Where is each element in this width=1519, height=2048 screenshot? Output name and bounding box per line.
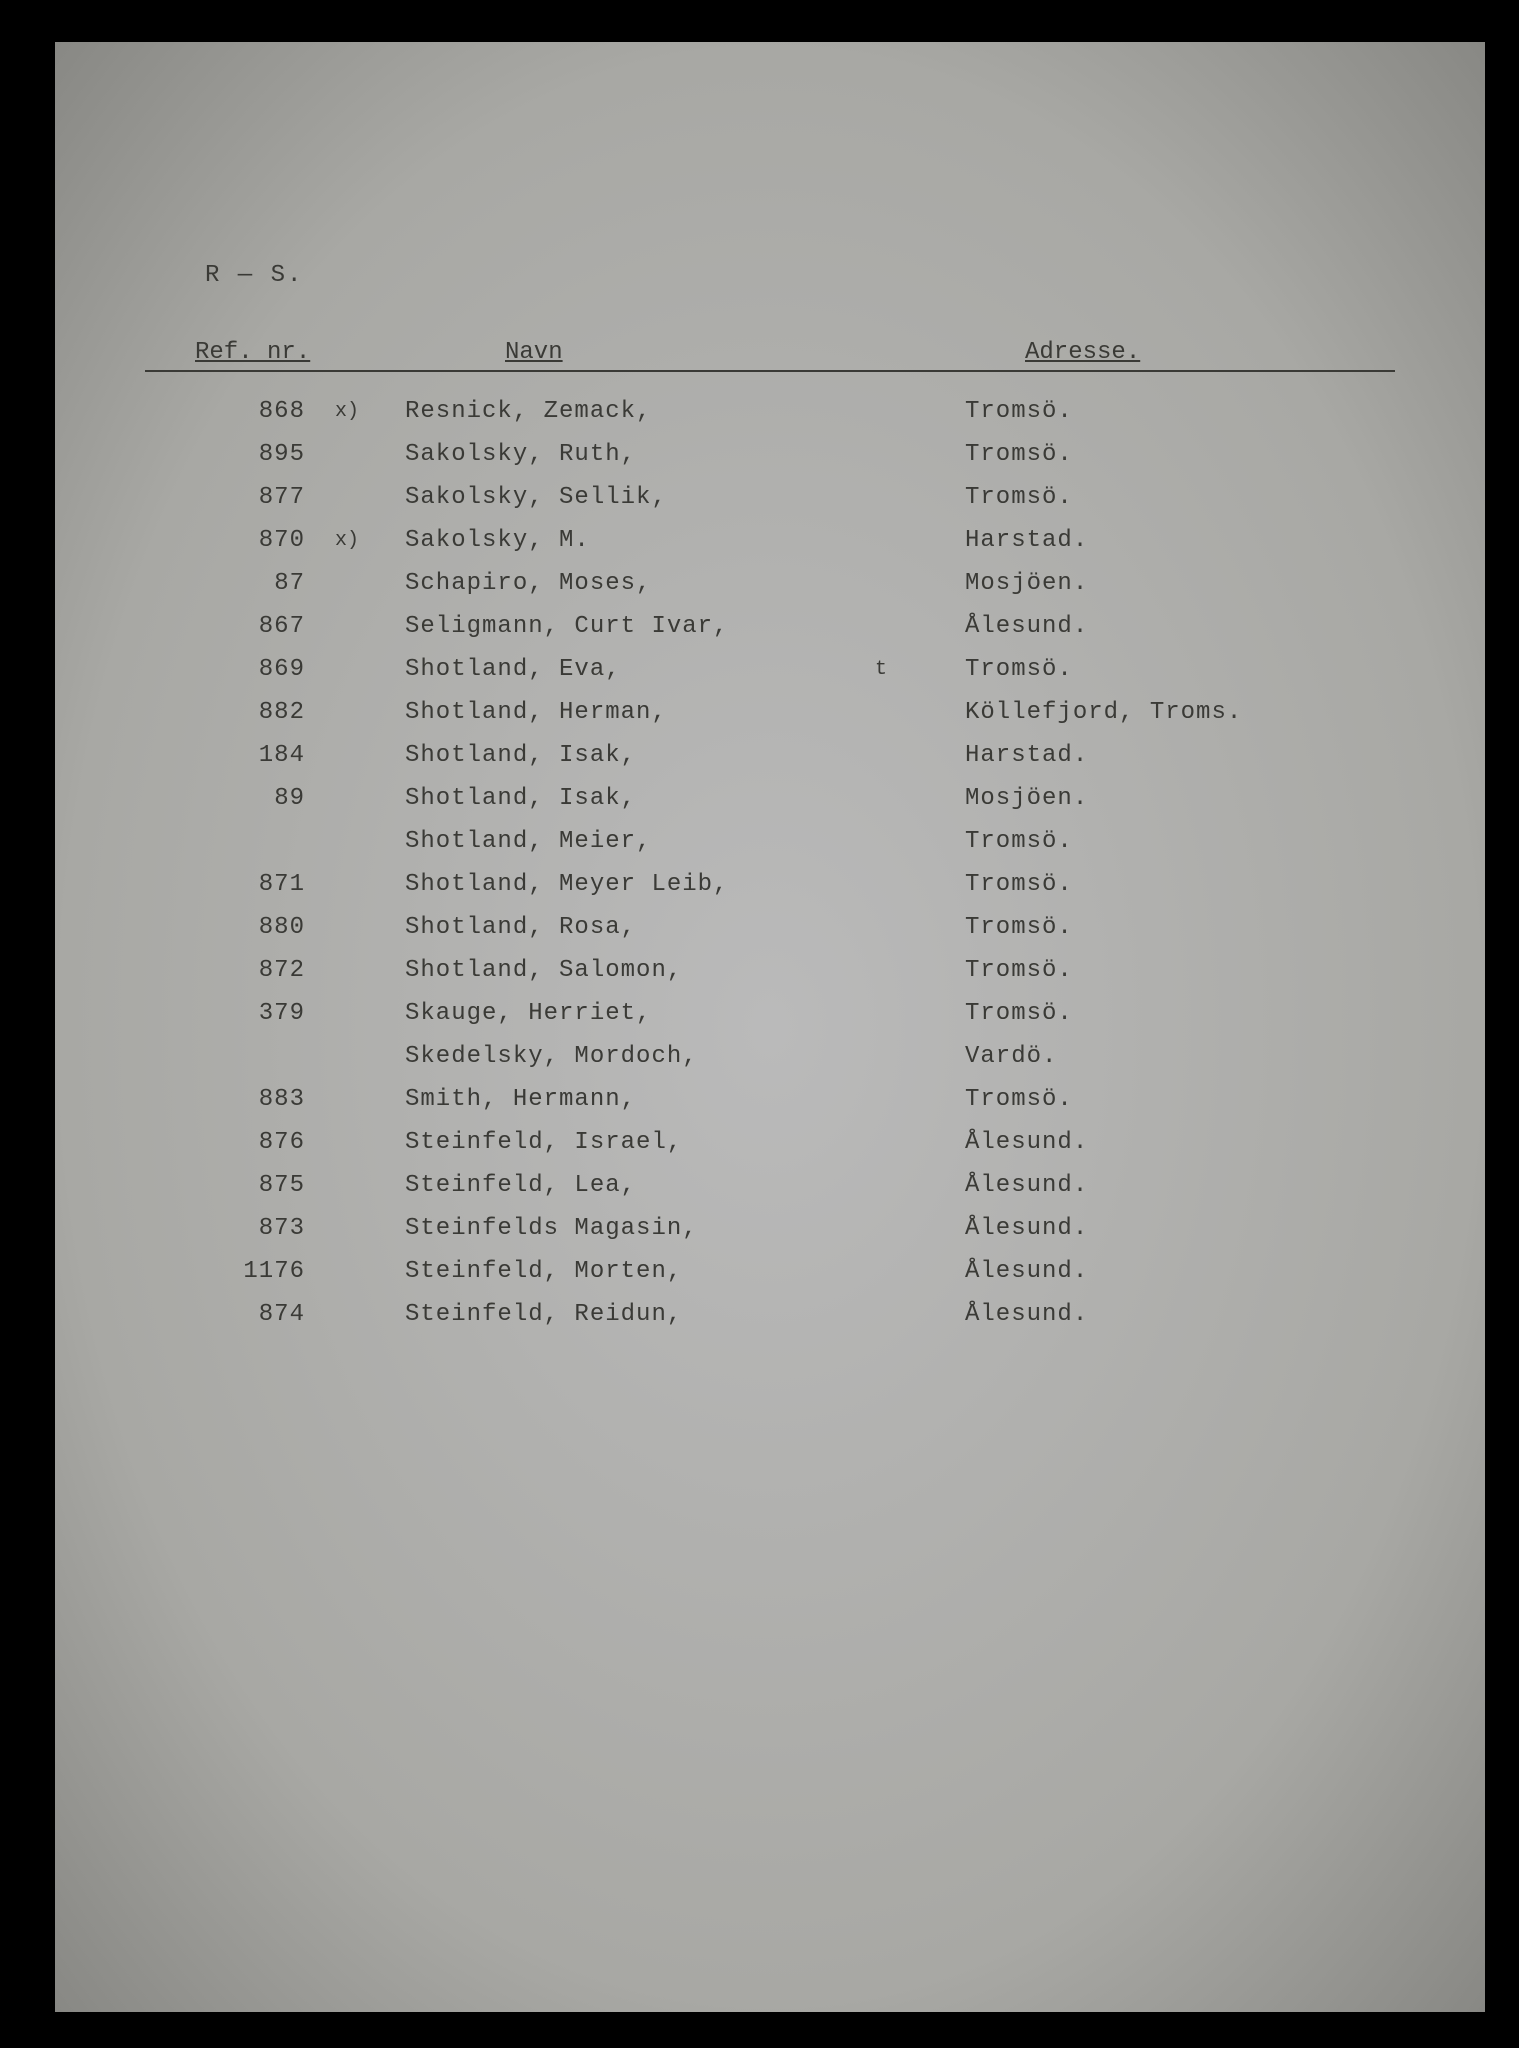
- cell-ref: 1176: [145, 1258, 335, 1285]
- cell-adresse: Harstad.: [905, 742, 1395, 769]
- cell-premark: t: [875, 658, 905, 681]
- cell-ref: 89: [145, 785, 335, 812]
- cell-navn: Shotland, Salomon,: [395, 957, 905, 984]
- table-row: Shotland, Meier,Tromsö.: [145, 820, 1395, 863]
- cell-adresse: Ålesund.: [905, 613, 1395, 640]
- column-header-ref: Ref. nr.: [145, 339, 365, 366]
- cell-adresse: Tromsö.: [905, 1086, 1395, 1113]
- cell-ref: 877: [145, 484, 335, 511]
- cell-navn: Sakolsky, Ruth,: [395, 441, 905, 468]
- cell-navn: Sakolsky, Sellik,: [395, 484, 905, 511]
- cell-adresse: Ålesund.: [905, 1258, 1395, 1285]
- table-row: 877 Sakolsky, Sellik,Tromsö.: [145, 476, 1395, 519]
- cell-navn: Steinfelds Magasin,: [395, 1215, 905, 1242]
- table-row: 874 Steinfeld, Reidun,Ålesund.: [145, 1293, 1395, 1336]
- column-header-navn: Navn: [365, 339, 905, 366]
- cell-navn: Shotland, Rosa,: [395, 914, 905, 941]
- cell-ref: 869: [145, 656, 335, 683]
- table-row: 867 Seligmann, Curt Ivar,Ålesund.: [145, 605, 1395, 648]
- table-body: 868x)Resnick, Zemack,Tromsö.895Sakolsky,…: [145, 390, 1395, 1336]
- table-row: Skedelsky, Mordoch,Vardö.: [145, 1035, 1395, 1078]
- cell-navn: Skauge, Herriet,: [395, 1000, 905, 1027]
- table-row: 87 Schapiro, Moses,Mosjöen.: [145, 562, 1395, 605]
- document-page: R — S. Ref. nr. Navn Adresse. 868x)Resni…: [55, 42, 1485, 2012]
- cell-adresse: Tromsö.: [905, 1000, 1395, 1027]
- cell-ref: 867: [145, 613, 335, 640]
- cell-navn: Shotland, Isak,: [395, 742, 905, 769]
- cell-ref: 895: [145, 441, 335, 468]
- cell-ref: 872: [145, 957, 335, 984]
- cell-navn: Steinfeld, Reidun,: [395, 1301, 905, 1328]
- table-row: 875 Steinfeld, Lea,Ålesund.: [145, 1164, 1395, 1207]
- cell-ref: 87: [145, 570, 335, 597]
- table-row: 870x)Sakolsky, M.Harstad.: [145, 519, 1395, 562]
- cell-ref: 184: [145, 742, 335, 769]
- cell-adresse: Harstad.: [905, 527, 1395, 554]
- table-row: 89 Shotland, Isak,Mosjöen.: [145, 777, 1395, 820]
- cell-navn: Steinfeld, Morten,: [395, 1258, 905, 1285]
- cell-mark: x): [335, 400, 395, 423]
- cell-navn: Steinfeld, Israel,: [395, 1129, 905, 1156]
- cell-navn: Shotland, Herman,: [395, 699, 905, 726]
- cell-adresse: Tromsö.: [905, 914, 1395, 941]
- cell-adresse: Ålesund.: [905, 1215, 1395, 1242]
- cell-navn: Smith, Hermann,: [395, 1086, 905, 1113]
- cell-ref: 379: [145, 1000, 335, 1027]
- cell-navn: Shotland, Meyer Leib,: [395, 871, 905, 898]
- cell-navn: Resnick, Zemack,: [395, 398, 905, 425]
- cell-ref: 882: [145, 699, 335, 726]
- cell-navn: Shotland, Eva,: [395, 656, 905, 683]
- table-row: 876 Steinfeld, Israel,Ålesund.: [145, 1121, 1395, 1164]
- table-row: 869 Shotland, Eva,tTromsö.: [145, 648, 1395, 691]
- cell-ref: 873: [145, 1215, 335, 1242]
- cell-navn: Seligmann, Curt Ivar,: [395, 613, 905, 640]
- cell-navn: Steinfeld, Lea,: [395, 1172, 905, 1199]
- table-row: 184 Shotland, Isak,Harstad.: [145, 734, 1395, 777]
- table-row: 872 Shotland, Salomon,Tromsö.: [145, 949, 1395, 992]
- table-header: Ref. nr. Navn Adresse.: [145, 339, 1395, 372]
- cell-adresse: Tromsö.: [905, 398, 1395, 425]
- cell-adresse: Tromsö.: [905, 656, 1395, 683]
- document-content: R — S. Ref. nr. Navn Adresse. 868x)Resni…: [145, 262, 1395, 1336]
- section-header: R — S.: [145, 262, 1395, 289]
- cell-adresse: Tromsö.: [905, 957, 1395, 984]
- cell-mark: x): [335, 529, 395, 552]
- cell-ref: 868: [145, 398, 335, 425]
- cell-ref: 880: [145, 914, 335, 941]
- table-row: 895 Sakolsky, Ruth,Tromsö.: [145, 433, 1395, 476]
- cell-ref: 876: [145, 1129, 335, 1156]
- table-row: 868x)Resnick, Zemack,Tromsö.: [145, 390, 1395, 433]
- cell-adresse: Ålesund.: [905, 1301, 1395, 1328]
- cell-navn: Shotland, Isak,: [395, 785, 905, 812]
- table-row: 873 Steinfelds Magasin,Ålesund.: [145, 1207, 1395, 1250]
- column-header-adresse: Adresse.: [905, 339, 1395, 366]
- table-row: 883 Smith, Hermann,Tromsö.: [145, 1078, 1395, 1121]
- cell-ref: 883: [145, 1086, 335, 1113]
- cell-adresse: Ålesund.: [905, 1172, 1395, 1199]
- cell-adresse: Tromsö.: [905, 484, 1395, 511]
- cell-adresse: Ålesund.: [905, 1129, 1395, 1156]
- table-row: 379 Skauge, Herriet,Tromsö.: [145, 992, 1395, 1035]
- cell-ref: 870: [145, 527, 335, 554]
- cell-ref: 871: [145, 871, 335, 898]
- table-row: 871 Shotland, Meyer Leib,Tromsö.: [145, 863, 1395, 906]
- cell-adresse: Vardö.: [905, 1043, 1395, 1070]
- cell-adresse: Tromsö.: [905, 828, 1395, 855]
- cell-navn: Skedelsky, Mordoch,: [395, 1043, 905, 1070]
- table-row: 882 Shotland, Herman,Köllefjord, Troms.: [145, 691, 1395, 734]
- cell-adresse: Tromsö.: [905, 441, 1395, 468]
- cell-adresse: Köllefjord, Troms.: [905, 699, 1395, 726]
- table-row: 1176 Steinfeld, Morten,Ålesund.: [145, 1250, 1395, 1293]
- table-row: 880 Shotland, Rosa,Tromsö.: [145, 906, 1395, 949]
- cell-ref: 875: [145, 1172, 335, 1199]
- cell-navn: Sakolsky, M.: [395, 527, 905, 554]
- cell-adresse: Tromsö.: [905, 871, 1395, 898]
- cell-adresse: Mosjöen.: [905, 570, 1395, 597]
- cell-adresse: Mosjöen.: [905, 785, 1395, 812]
- cell-navn: Shotland, Meier,: [395, 828, 905, 855]
- cell-navn: Schapiro, Moses,: [395, 570, 905, 597]
- cell-ref: 874: [145, 1301, 335, 1328]
